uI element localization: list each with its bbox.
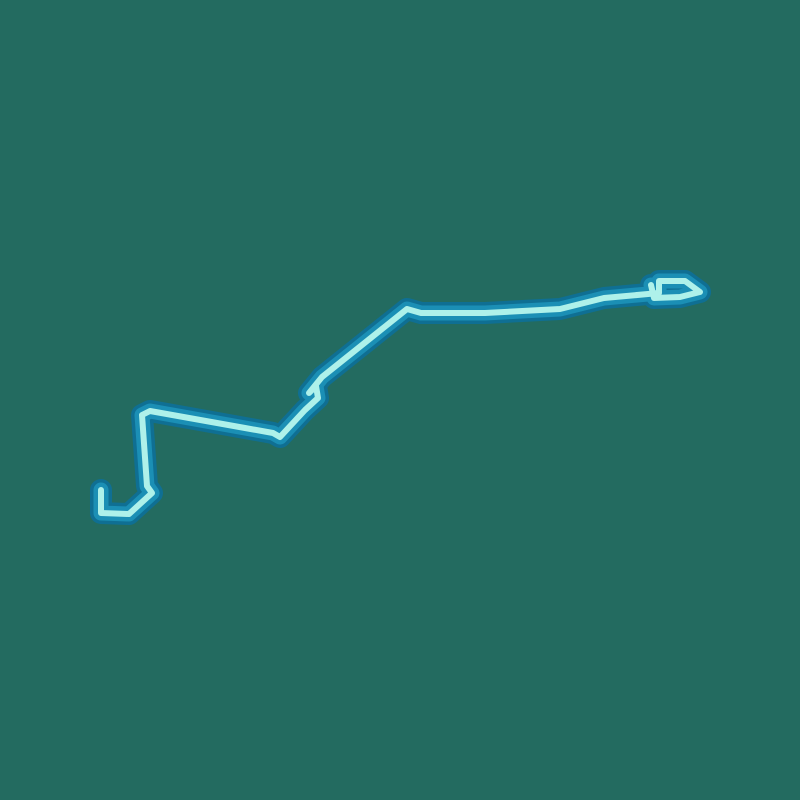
route-line — [98, 278, 703, 517]
